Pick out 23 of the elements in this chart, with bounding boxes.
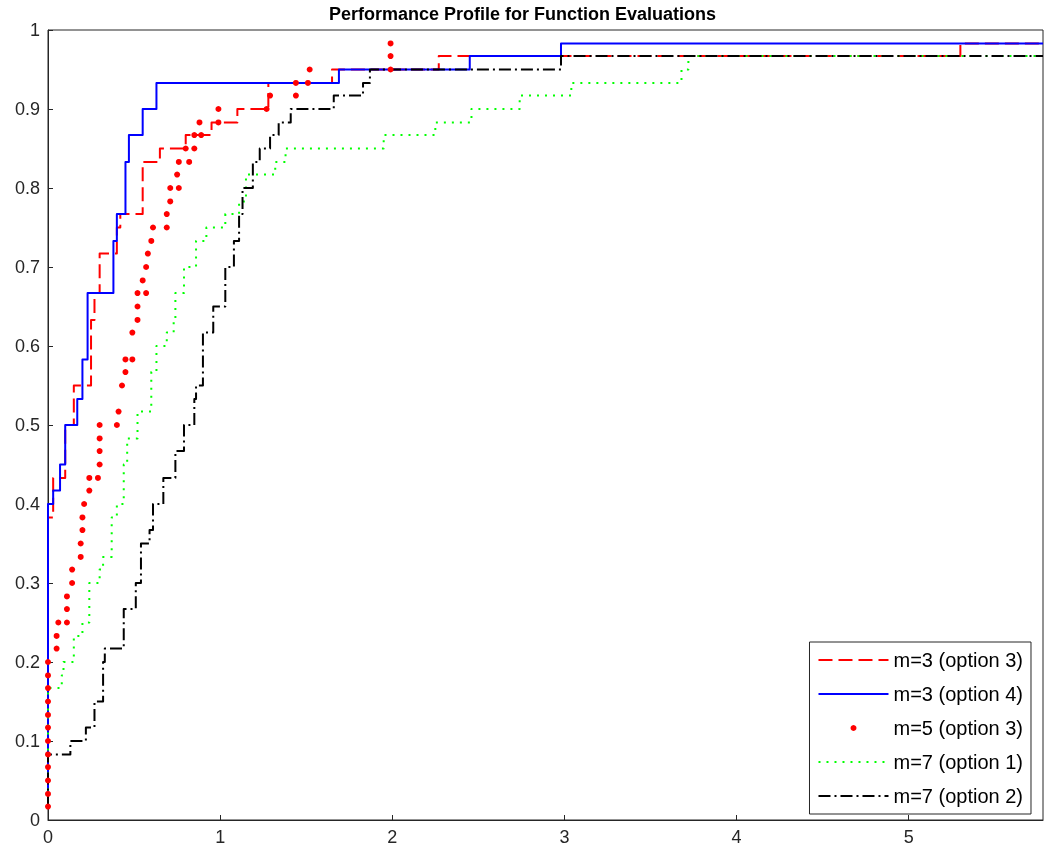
legend-label: m=7 (option 2) [893, 785, 1023, 807]
y-tick-label: 0.5 [14, 415, 40, 435]
legend-label: m=5 (option 3) [893, 717, 1023, 739]
x-tick-label: 5 [903, 827, 914, 847]
x-tick-label: 4 [731, 827, 742, 847]
x-tick-label: 3 [559, 827, 570, 847]
y-tick-label: 0.2 [14, 652, 40, 672]
chart-title: Performance Profile for Function Evaluations [328, 4, 717, 24]
y-tick-label: 0.9 [14, 99, 40, 119]
y-tick-label: 0.7 [14, 257, 40, 277]
legend-label: m=3 (option 4) [893, 683, 1023, 705]
y-tick-label: 0 [29, 810, 40, 830]
x-tick-label: 2 [387, 827, 398, 847]
x-tick-label: 0 [42, 827, 54, 847]
y-tick-label: 0.3 [14, 573, 40, 593]
legend-label: m=7 (option 1) [893, 751, 1023, 773]
y-tick-label: 0.4 [14, 494, 40, 514]
x-tick-label: 1 [215, 827, 226, 847]
y-tick-label: 0.8 [14, 178, 40, 198]
y-tick-label: 0.1 [14, 731, 40, 751]
legend-label: m=3 (option 3) [893, 649, 1023, 671]
y-tick-label: 1 [29, 20, 40, 40]
y-tick-label: 0.6 [14, 336, 40, 356]
